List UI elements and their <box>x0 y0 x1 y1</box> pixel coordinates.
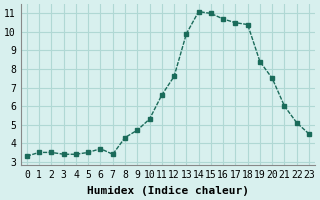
X-axis label: Humidex (Indice chaleur): Humidex (Indice chaleur) <box>87 186 249 196</box>
